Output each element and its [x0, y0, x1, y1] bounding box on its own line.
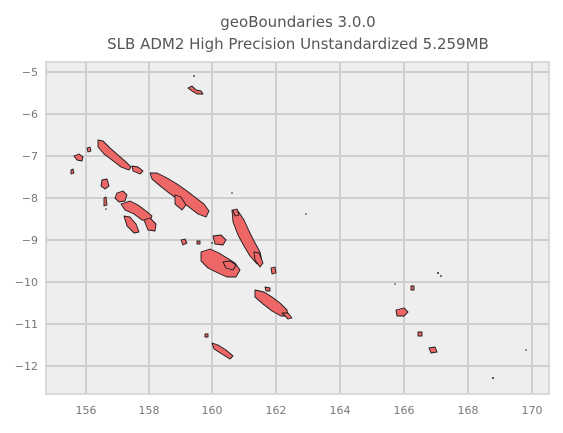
island-malaita-north [232, 208, 240, 217]
island-makira-east [281, 312, 293, 320]
x-tick-label: 164 [330, 404, 351, 417]
island-ontong-java [187, 85, 204, 95]
island-guadalcanal-tip [222, 260, 237, 271]
x-tick-label: 166 [394, 404, 415, 417]
islet-dot [211, 242, 213, 244]
x-tick-label: 162 [266, 404, 287, 417]
island-savo [196, 240, 201, 245]
y-tick-label: −10 [15, 276, 38, 289]
gridlines [46, 62, 549, 394]
island-rendova [123, 215, 140, 234]
island-vella-lavella [100, 178, 110, 190]
plot-area [45, 61, 550, 395]
islet-dot [193, 75, 195, 77]
island-ugi [264, 286, 271, 292]
islet-dot [231, 192, 233, 194]
island-shortland [73, 153, 84, 162]
chart-title-line1: geoBoundaries 3.0.0 [220, 13, 375, 31]
y-tick-label: −9 [22, 234, 38, 247]
island-choiseul [97, 139, 132, 171]
islet-dot [437, 272, 439, 274]
islet-dot [440, 275, 442, 277]
island-nggela [212, 234, 227, 246]
y-tick-label: −6 [22, 108, 38, 121]
island-kolombangara [114, 190, 128, 203]
y-tick-label: −7 [22, 150, 38, 163]
islet-dot [305, 213, 307, 215]
island-shortland-small [70, 168, 75, 175]
island-ranongga [103, 196, 108, 207]
island-guadalcanal [200, 248, 241, 278]
y-tick-label: −12 [15, 360, 38, 373]
island-maramasike [253, 251, 264, 268]
y-tick-label: −5 [22, 66, 38, 79]
x-tick-labels: 156 158 160 162 164 166 168 170 [76, 404, 543, 417]
islet-dot [394, 283, 396, 285]
island-reef-islands [410, 285, 415, 291]
island-choiseul-east [131, 165, 144, 175]
island-utupua [417, 331, 423, 337]
y-tick-label: −11 [15, 318, 38, 331]
island-fauro [86, 146, 92, 153]
island-ulawa [270, 266, 277, 275]
islet-dot [525, 349, 527, 351]
islet-dot [105, 208, 107, 210]
x-tick-label: 156 [76, 404, 97, 417]
island-nendo [395, 307, 409, 317]
x-tick-label: 158 [139, 404, 160, 417]
y-tick-label: −8 [22, 192, 38, 205]
island-rennell [211, 342, 234, 360]
island-santa-isabel [149, 172, 210, 218]
islet-dot [492, 377, 494, 379]
island-san-jorge [174, 194, 187, 211]
chart-title-line2: SLB ADM2 High Precision Unstandardized 5… [107, 35, 489, 53]
x-tick-label: 160 [202, 404, 223, 417]
x-tick-label: 170 [522, 404, 543, 417]
island-vangunu [143, 217, 157, 232]
x-tick-label: 168 [458, 404, 479, 417]
island-shapes [70, 75, 527, 379]
island-russell [180, 238, 188, 246]
island-bellona [204, 333, 209, 338]
island-vanikoro [428, 346, 438, 354]
y-tick-labels: −5 −6 −7 −8 −9 −10 −11 −12 [15, 66, 38, 373]
